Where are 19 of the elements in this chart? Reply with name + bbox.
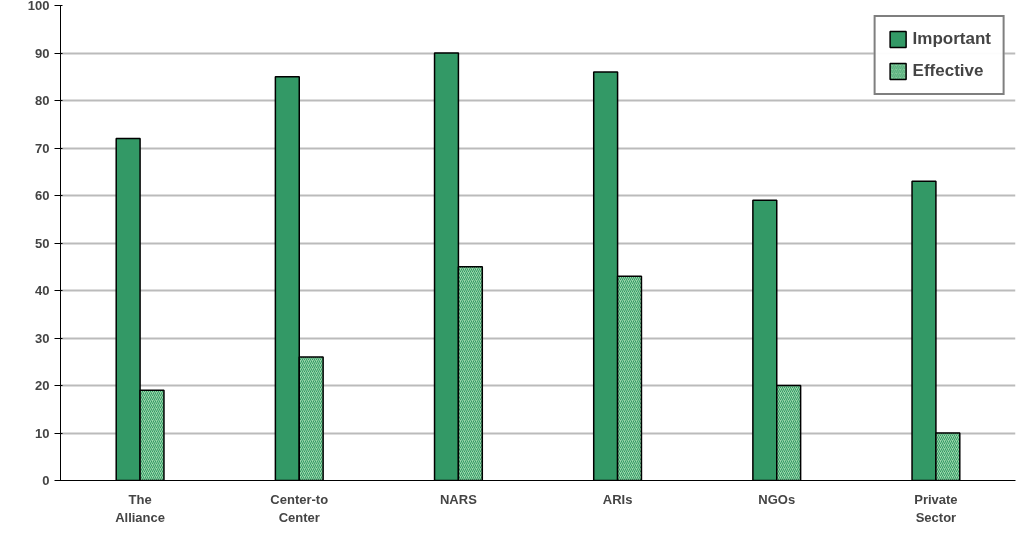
x-tick-label: Center-to Center xyxy=(270,491,329,525)
x-tick-label: NARS xyxy=(440,491,478,507)
x-tick-label: ARIs xyxy=(602,491,633,507)
y-tick-label: 50 xyxy=(35,235,50,251)
y-tick-label: 90 xyxy=(35,45,50,61)
y-tick-label: 40 xyxy=(35,283,50,298)
y-tick-label: 30 xyxy=(35,330,50,346)
y-tick-label: 60 xyxy=(35,188,50,203)
y-tick-label: 20 xyxy=(35,378,50,393)
y-tick-label: 10 xyxy=(35,425,50,441)
y-tick-label: 80 xyxy=(35,93,50,108)
y-tick-label: 70 xyxy=(35,140,50,156)
legend-label: Important xyxy=(912,29,991,49)
legend-label: Effective xyxy=(912,61,984,81)
x-tick-label: Private Sector xyxy=(914,491,958,525)
y-tick-label: 0 xyxy=(42,473,50,488)
x-tick-label: NGOs xyxy=(758,491,796,507)
x-tick-label: The Alliance xyxy=(115,491,166,525)
y-tick-label: 100 xyxy=(27,0,50,13)
